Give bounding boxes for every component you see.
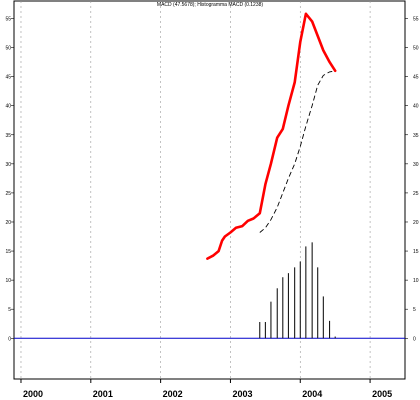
y-tick-label-left: 45 (5, 75, 11, 81)
plot-frame (13, 0, 406, 380)
x-tick-label: 2005 (372, 389, 392, 399)
y-tick-label-right: 15 (413, 249, 419, 255)
y-tick-label-right: 20 (413, 220, 419, 226)
x-tick-label: 2001 (93, 389, 113, 399)
y-tick-label-left: 5 (8, 307, 11, 313)
y-tick-label-left: 50 (5, 46, 11, 52)
y-tick-label-right: 55 (413, 16, 419, 22)
y-tick-label-left: 40 (5, 104, 11, 110)
y-tick-label-right: 50 (413, 46, 419, 52)
y-tick-label-left: 30 (5, 162, 11, 168)
y-tick-label-right: 5 (413, 307, 416, 313)
y-tick-label-right: 40 (413, 104, 419, 110)
histogram-layer (259, 242, 336, 339)
x-tick-label: 2002 (163, 389, 183, 399)
lines-layer (206, 12, 337, 260)
macd-line (206, 12, 337, 260)
y-tick-label-right: 10 (413, 278, 419, 284)
x-tick-label: 2003 (232, 389, 252, 399)
y-tick-label-left: 0 (8, 336, 11, 342)
signal-line (259, 70, 336, 233)
y-tick-label-right: 0 (413, 336, 416, 342)
y-tick-label-left: 25 (5, 191, 11, 197)
x-tick-label: 2000 (23, 389, 43, 399)
y-tick-label-right: 25 (413, 191, 419, 197)
y-tick-label-left: 10 (5, 278, 11, 284)
y-tick-label-left: 35 (5, 133, 11, 139)
y-tick-label-left: 55 (5, 16, 11, 22)
y-tick-label-left: 20 (5, 220, 11, 226)
x-tick-label: 2004 (302, 389, 322, 399)
chart-title: MACD (47.5678); Histogramma MACD (0.1238… (157, 2, 263, 8)
y-tick-label-right: 45 (413, 75, 419, 81)
y-tick-label-right: 35 (413, 133, 419, 139)
y-tick-label-left: 15 (5, 249, 11, 255)
y-tick-label-right: 30 (413, 162, 419, 168)
